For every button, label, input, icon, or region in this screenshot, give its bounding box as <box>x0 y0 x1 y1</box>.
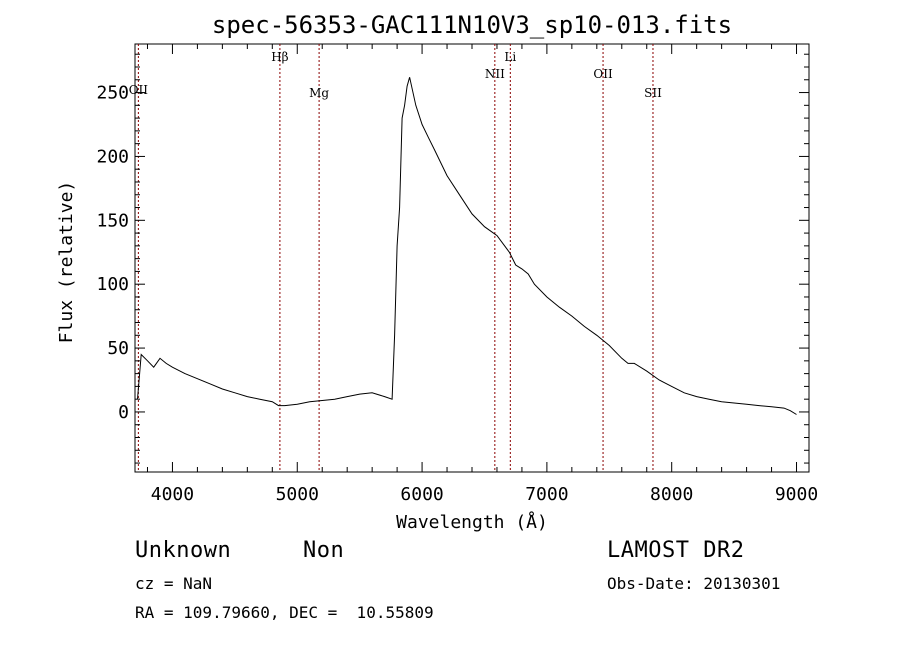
line-marker-label: Hβ <box>271 50 288 64</box>
y-axis-label: Flux (relative) <box>56 181 77 344</box>
object-class: Unknown <box>135 538 232 563</box>
x-tick-label: 9000 <box>775 484 818 505</box>
x-tick-label: 8000 <box>650 484 693 505</box>
y-tick-label: 200 <box>96 146 129 167</box>
y-tick-label: 50 <box>107 338 129 359</box>
line-marker-label: OII <box>129 83 149 97</box>
y-tick-label: 250 <box>96 83 129 104</box>
y-tick-label: 100 <box>96 274 129 295</box>
plot-frame <box>134 43 810 473</box>
line-marker-label: NII <box>485 67 505 81</box>
line-marker-label: Li <box>504 50 516 64</box>
redshift-text: cz = NaN <box>135 574 213 593</box>
y-tick-label: 150 <box>96 210 129 231</box>
obs-date: Obs-Date: 20130301 <box>607 574 781 593</box>
x-tick-label: 6000 <box>400 484 443 505</box>
chart-title: spec-56353-GAC111N10V3_sp10-013.fits <box>212 11 732 39</box>
y-tick-label: 0 <box>118 402 129 423</box>
emission-line-markers: OII Hβ Mg NII Li OII SII <box>129 44 662 472</box>
line-marker-label: SII <box>644 86 662 100</box>
line-marker-label: Mg <box>309 86 329 100</box>
x-tick-label: 4000 <box>151 484 194 505</box>
x-tick-label: 7000 <box>525 484 568 505</box>
survey-name: LAMOST DR2 <box>607 538 745 563</box>
coordinates: RA = 109.79660, DEC = 10.55809 <box>135 603 434 622</box>
axis-ticks: 4000 5000 6000 7000 8000 9000 0 50 100 150 200 250 <box>96 44 818 505</box>
line-marker-label: OII <box>593 67 613 81</box>
x-axis-label: Wavelength (Å) <box>396 511 548 533</box>
spectrum-line <box>137 77 797 415</box>
x-tick-label: 5000 <box>276 484 319 505</box>
object-subclass: Non <box>303 538 345 563</box>
